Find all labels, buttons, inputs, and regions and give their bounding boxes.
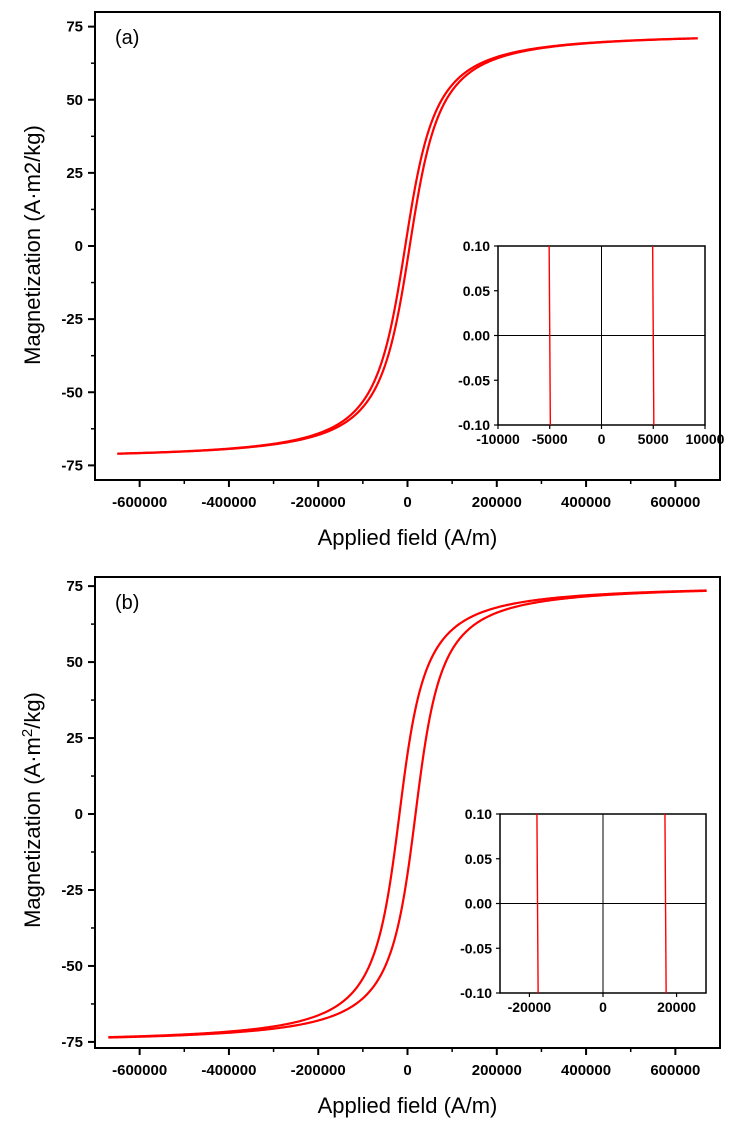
y-axis-title-text: Magnetization (A·m xyxy=(20,737,45,928)
x-axis-title: Applied field (A/m) xyxy=(318,525,498,550)
x-tick-label: 400000 xyxy=(561,494,611,511)
x-tick-label: -200000 xyxy=(291,1062,346,1079)
inset: -20000 0 20000 0.10 0.05 0.00 -0.05 -0.10 xyxy=(460,806,707,1015)
panel-b: -600000 -400000 -200000 0 200000 400000 600000… xyxy=(19,576,721,1118)
inset-y-tick-label: -0.10 xyxy=(458,417,490,433)
x-tick-label: 0 xyxy=(403,1062,411,1079)
y-axis-title: Magnetization (A·m2/kg) xyxy=(19,692,45,928)
inset-y-tick-label: 0.00 xyxy=(465,896,492,912)
y-tick-label: -75 xyxy=(61,1034,83,1051)
y-tick-label: 25 xyxy=(66,730,83,747)
inset-x-tick-label: -5000 xyxy=(532,431,568,447)
y-tick-label: -25 xyxy=(61,882,83,899)
y-axis-title: Magnetization (A·m2/kg) xyxy=(20,125,45,365)
inset: -10000 -5000 0 5000 10000 0.10 0.05 0.00 -0.05 -0… xyxy=(458,238,725,447)
inset-x-tick-label: 0 xyxy=(599,999,607,1015)
panel-label: (b) xyxy=(115,592,139,614)
inset-y-tick-label: 0.05 xyxy=(465,851,492,867)
x-tick-label: -200000 xyxy=(291,494,346,511)
y-tick-label: 0 xyxy=(75,238,83,255)
y-tick-label: -75 xyxy=(61,457,83,474)
descending-branch xyxy=(108,589,707,1039)
inset-y-tick-label: -0.05 xyxy=(460,940,492,956)
panel-label: (a) xyxy=(115,27,139,49)
y-tick-label: 0 xyxy=(75,806,83,823)
x-tick-label: -600000 xyxy=(112,1062,167,1079)
inset-y-tick-label: -0.10 xyxy=(460,985,492,1001)
y-tick-label: 50 xyxy=(66,654,83,671)
inset-x-tick-label: -10000 xyxy=(476,431,520,447)
inset-x-tick-label: 0 xyxy=(598,431,606,447)
y-tick-label: -25 xyxy=(61,311,83,328)
inset-x-tick-label: 20000 xyxy=(657,999,696,1015)
x-axis-title: Applied field (A/m) xyxy=(318,1093,498,1118)
x-tick-label: -400000 xyxy=(201,1062,256,1079)
x-tick-label: -400000 xyxy=(201,494,256,511)
x-tick-label: 600000 xyxy=(650,494,700,511)
x-tick-label: -600000 xyxy=(112,494,167,511)
y-tick-label: -50 xyxy=(61,384,83,401)
y-axis-title-superscript: 2 xyxy=(19,729,36,737)
inset-crossing-positive xyxy=(651,245,655,426)
x-tick-label: 600000 xyxy=(650,1062,700,1079)
inset-crossing-negative xyxy=(548,245,552,426)
panel-a: -600000 -400000 -200000 0 200000 400000 600000… xyxy=(20,11,725,550)
inset-x-tick-label: 10000 xyxy=(686,431,725,447)
inset-y-tick-label: -0.05 xyxy=(458,372,490,388)
y-axis-title-text-end: /kg) xyxy=(20,692,45,729)
inset-y-tick-label: 0.05 xyxy=(463,283,490,299)
inset-x-tick-label: 5000 xyxy=(638,431,669,447)
y-tick-label: 75 xyxy=(66,578,83,595)
inset-crossing-positive xyxy=(664,813,667,994)
y-tick-label: 25 xyxy=(66,165,83,182)
inset-y-tick-label: 0.00 xyxy=(463,328,490,344)
x-tick-label: 0 xyxy=(403,494,411,511)
inset-crossing-negative xyxy=(536,813,539,994)
inset-y-tick-label: 0.10 xyxy=(463,238,490,254)
x-tick-label: 200000 xyxy=(472,1062,522,1079)
y-tick-label: -50 xyxy=(61,958,83,975)
x-tick-label: 200000 xyxy=(472,494,522,511)
y-tick-label: 75 xyxy=(66,19,83,36)
inset-x-tick-label: -20000 xyxy=(508,999,552,1015)
descending-branch xyxy=(117,37,698,455)
x-tick-label: 400000 xyxy=(561,1062,611,1079)
inset-y-tick-label: 0.10 xyxy=(465,806,492,822)
y-tick-label: 50 xyxy=(66,92,83,109)
